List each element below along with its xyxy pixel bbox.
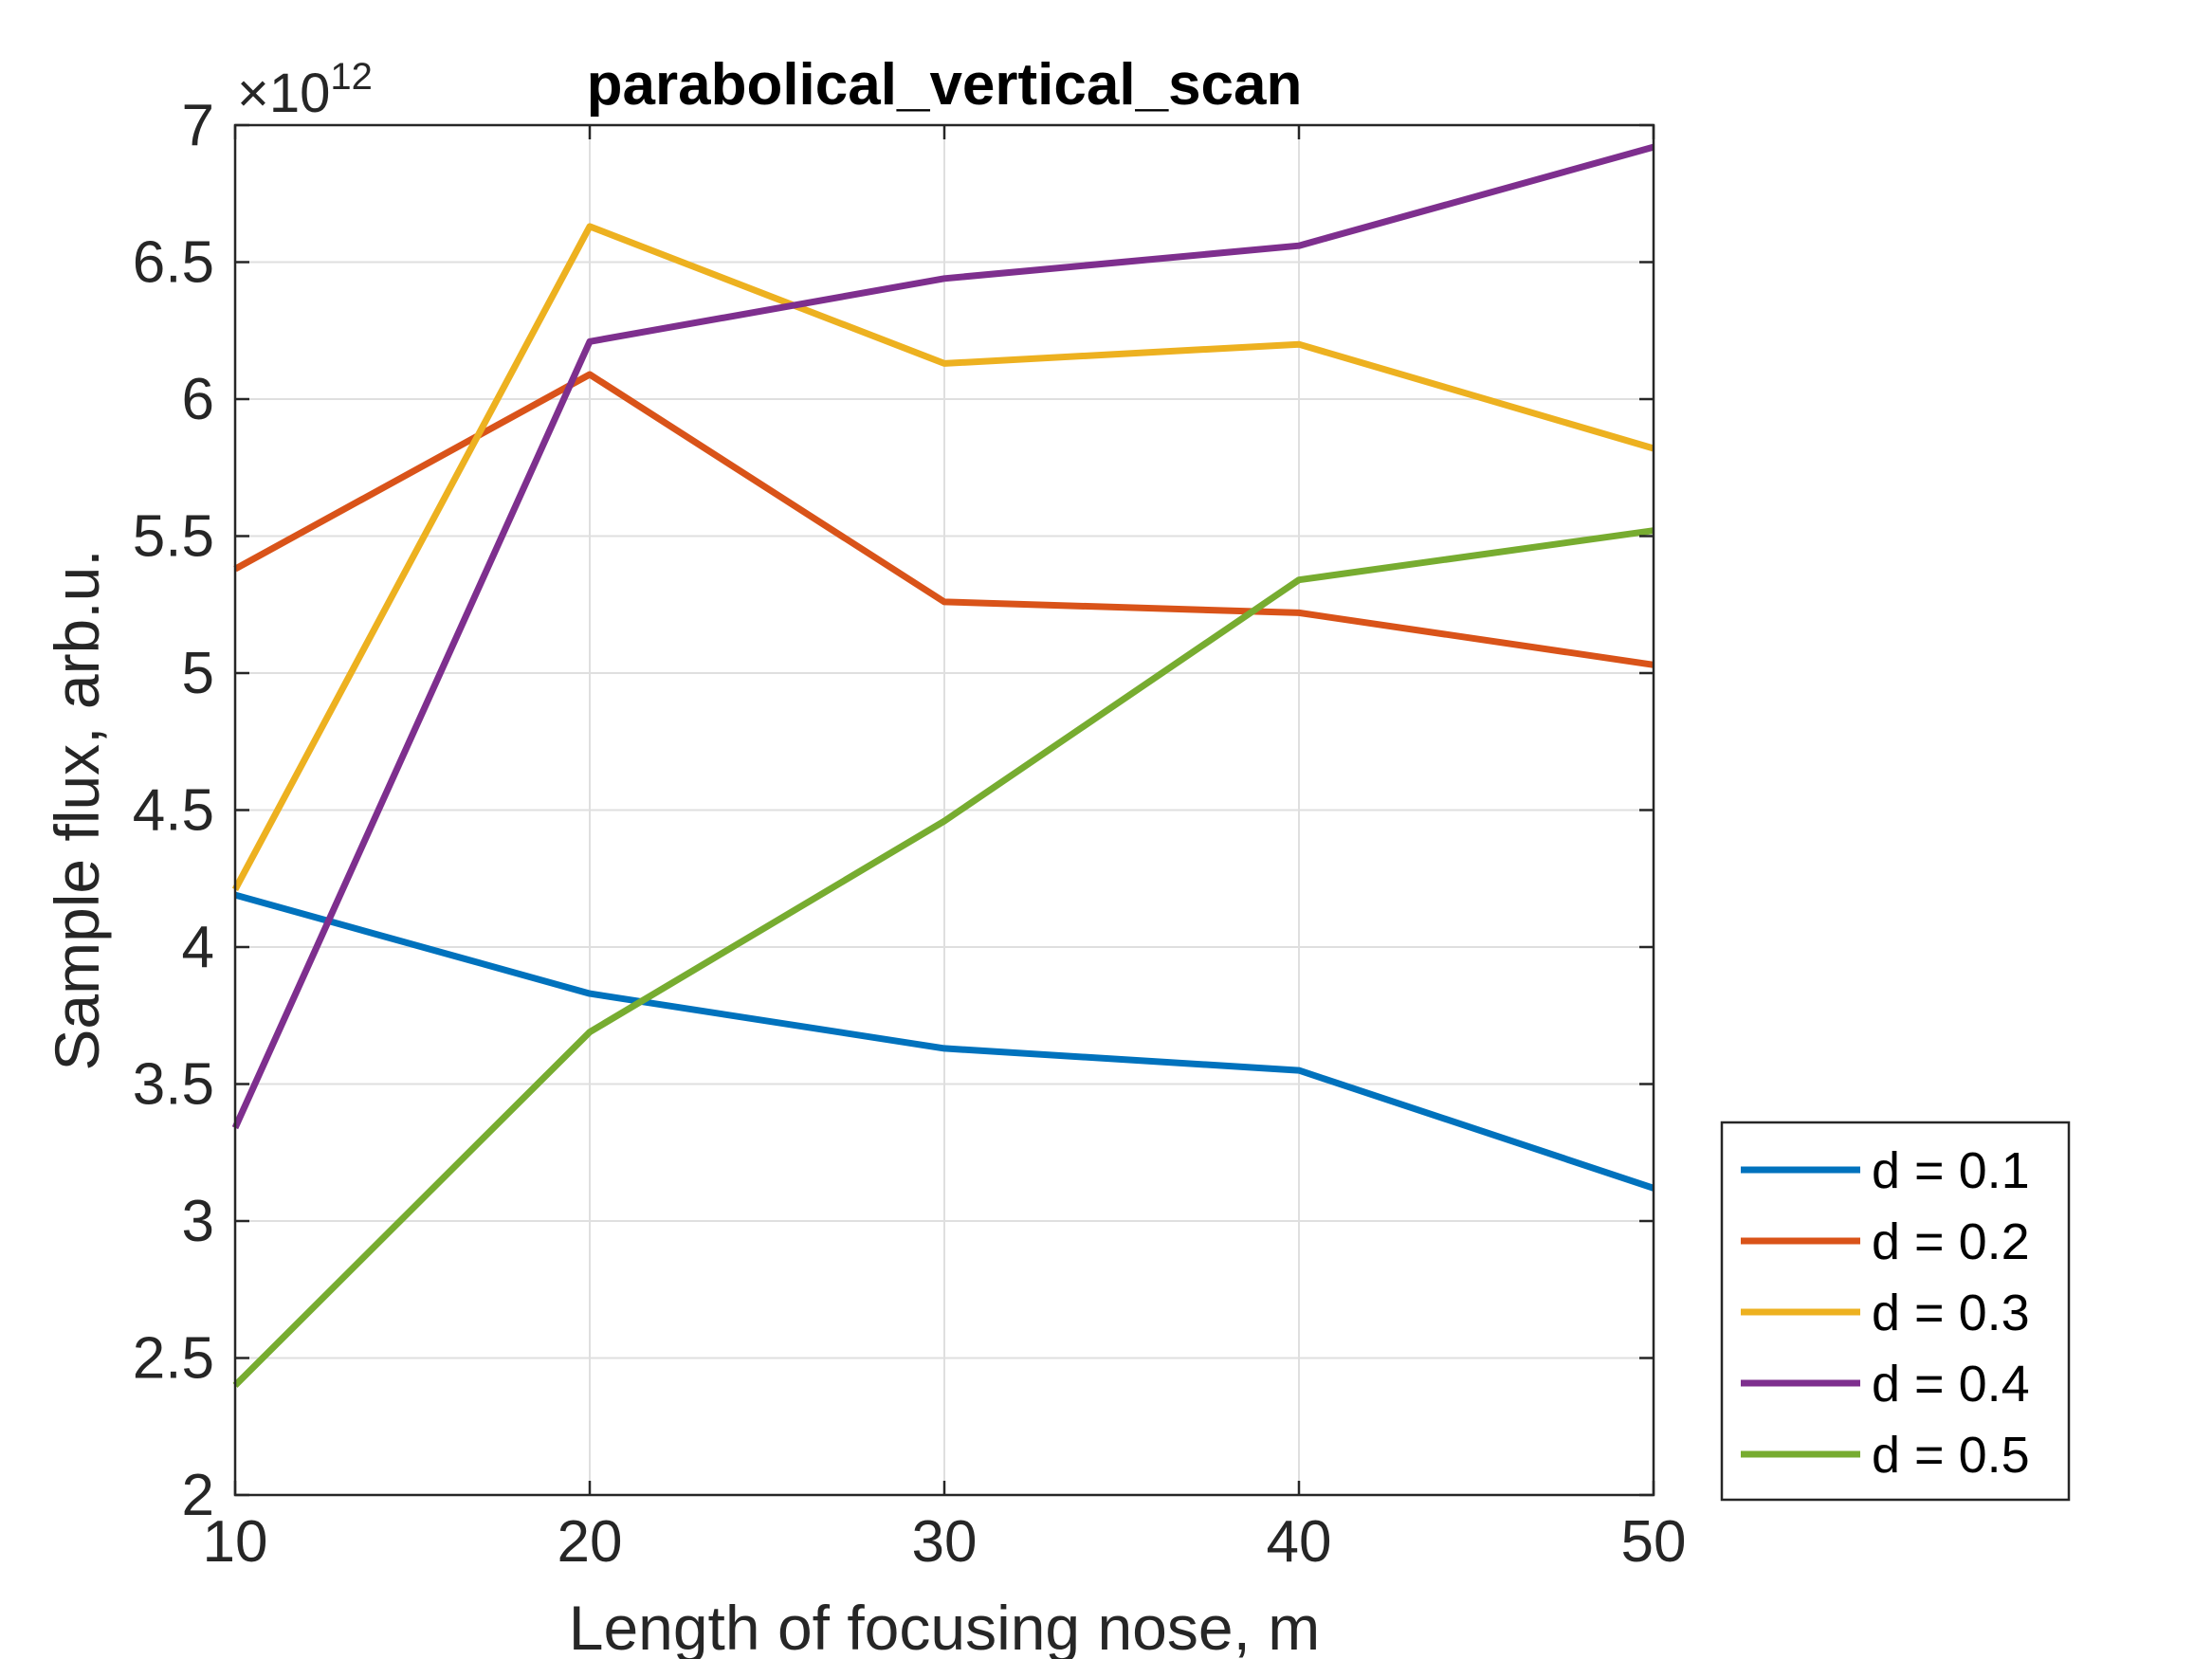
y-tick-label: 5.5: [133, 504, 214, 570]
legend: d = 0.1 d = 0.2 d = 0.3 d = 0.4 d = 0.5: [1720, 1121, 2071, 1502]
y-tick-label: 2: [182, 1463, 214, 1528]
series-line: [232, 527, 1654, 1388]
x-tick-label: 20: [558, 1509, 623, 1575]
legend-label: d = 0.4: [1872, 1356, 2030, 1413]
y-tick-label: 4: [182, 915, 214, 980]
axis-ticks: 10 20 30 40 50 2 2.5 3 3.5 4 4.5 5 5.5 6 6.5 7: [133, 93, 1687, 1575]
series-line: [231, 223, 1654, 891]
y-tick-label: 3: [182, 1189, 214, 1254]
y-axis-exponent: ×1012: [237, 56, 373, 124]
y-tick-label: 6.5: [133, 230, 214, 296]
y-tick-label: 2.5: [133, 1326, 214, 1392]
y-axis-exponent-base: ×10: [237, 63, 330, 124]
legend-label: d = 0.5: [1872, 1427, 2030, 1484]
series-line: [231, 143, 1654, 1130]
y-tick-label: 7: [182, 93, 214, 158]
series-lines: [231, 143, 1655, 1388]
x-tick-label: 10: [203, 1509, 268, 1575]
y-tick-label: 5: [182, 641, 214, 706]
series-line: [234, 891, 1655, 1192]
y-tick-label: 4.5: [133, 778, 214, 844]
y-tick-label: 6: [182, 367, 214, 432]
legend-label: d = 0.3: [1872, 1285, 2030, 1341]
y-tick-label: 3.5: [133, 1052, 214, 1118]
x-tick-label: 30: [912, 1509, 978, 1575]
legend-label: d = 0.1: [1872, 1142, 2030, 1199]
chart-title: parabolical_vertical_scan: [587, 52, 1303, 118]
x-tick-label: 50: [1621, 1509, 1687, 1575]
series-line: [233, 371, 1654, 668]
grid-lines: [234, 124, 1654, 1496]
y-axis-label: Sample flux, arb.u.: [42, 549, 112, 1070]
y-axis-exponent-power: 12: [330, 56, 373, 98]
legend-label: d = 0.2: [1872, 1213, 2030, 1270]
x-axis-label: Length of focusing nose, m: [569, 1593, 1321, 1659]
x-tick-label: 40: [1267, 1509, 1332, 1575]
